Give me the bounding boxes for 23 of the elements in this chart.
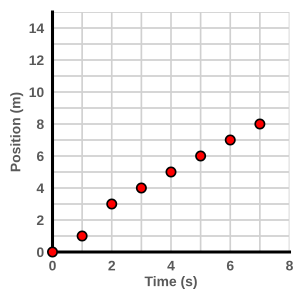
- y-tick-label: 2: [36, 215, 44, 226]
- y-tick-label: 4: [36, 183, 44, 194]
- y-tick-label: 10: [30, 87, 44, 98]
- x-tick-label: 2: [108, 260, 116, 270]
- x-tick-label: 6: [226, 260, 234, 271]
- x-tick-label: 0: [49, 260, 56, 271]
- point: [106, 198, 118, 210]
- y-tick-label: 6: [36, 151, 44, 162]
- y-tick-label: 14: [30, 23, 44, 34]
- point: [76, 230, 88, 242]
- y-tick-label: 12: [30, 55, 44, 66]
- point: [224, 134, 236, 146]
- x-tick-label: 8: [286, 260, 293, 271]
- point: [136, 182, 147, 194]
- y-axis-title: Position (m): [10, 92, 24, 172]
- point: [47, 246, 58, 258]
- point: [254, 118, 266, 130]
- x-axis-title: Time (s): [144, 276, 197, 290]
- x-tick-label: 4: [167, 260, 175, 270]
- point: [166, 166, 176, 178]
- point: [195, 150, 206, 162]
- y-tick-label: 0: [36, 247, 44, 258]
- y-tick-label: 8: [36, 119, 44, 130]
